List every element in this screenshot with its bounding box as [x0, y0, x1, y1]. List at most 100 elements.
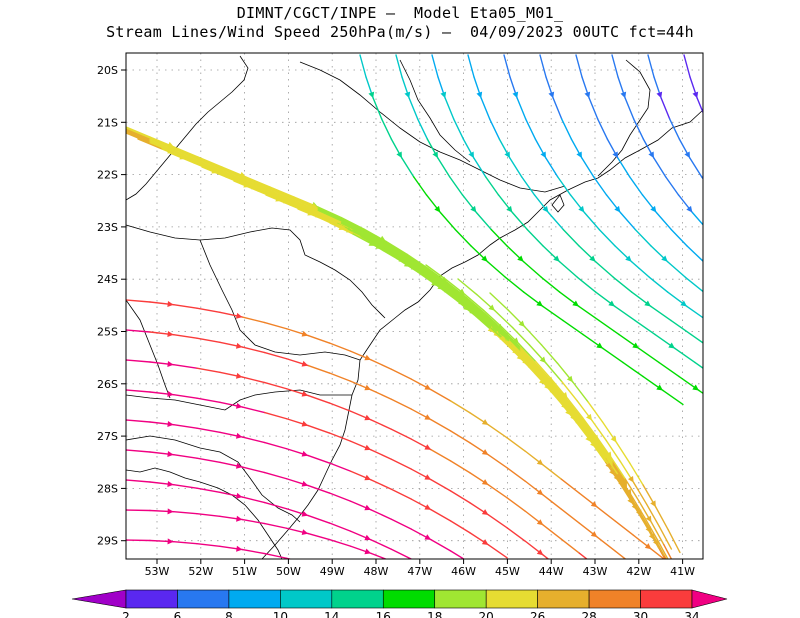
- streamline-segment: [413, 176, 428, 196]
- streamline-segment: [196, 337, 221, 343]
- colorbar-label: 34: [684, 610, 699, 618]
- streamline-arrow: [504, 151, 510, 159]
- streamline-segment: [430, 509, 452, 522]
- streamline-segment: [566, 397, 584, 419]
- streamline-segment: [502, 330, 521, 350]
- streamline-segment: [568, 401, 585, 423]
- streamline-segment: [126, 126, 151, 138]
- streamline-segment: [393, 250, 416, 265]
- streamline-segment: [264, 501, 288, 510]
- streamline-segment: [590, 441, 607, 464]
- streamline-segment: [197, 156, 223, 168]
- streamline-segment: [172, 304, 198, 309]
- streamline-segment: [596, 536, 617, 552]
- streamline-segment: [552, 384, 570, 406]
- streamline-segment: [264, 351, 288, 360]
- streamline-segment: [269, 191, 295, 203]
- streamline-arrow: [481, 539, 489, 545]
- streamline-segment: [464, 304, 485, 322]
- streamline-segment: [340, 220, 365, 234]
- streamline-segment: [698, 389, 703, 395]
- streamline-segment: [552, 382, 570, 403]
- lat-tick-label: 25S: [97, 326, 118, 339]
- streamline-arrow: [434, 205, 441, 213]
- colorbar-box: [280, 589, 333, 609]
- streamline-arrow: [684, 151, 690, 159]
- streamline-segment: [562, 319, 584, 336]
- streamline-segment: [542, 375, 560, 396]
- streamline-arrow: [301, 360, 309, 367]
- colorbar-label: 30: [633, 610, 648, 618]
- streamline-segment: [370, 552, 388, 559]
- streamline-arrow: [364, 504, 372, 511]
- streamline-segment: [686, 305, 703, 319]
- streamline-segment: [566, 408, 584, 430]
- streamline-arrow: [396, 151, 402, 159]
- streamline-segment: [582, 417, 599, 439]
- streamline-arrow: [625, 488, 632, 496]
- streamline-segment: [449, 490, 471, 504]
- chart-title-line2: Stream Lines/Wind Speed 250hPa(m/s) – 04…: [106, 23, 694, 41]
- streamline-arrow: [235, 372, 243, 379]
- streamline-arrow: [487, 326, 495, 333]
- streamline-arrow: [576, 151, 582, 159]
- streamline-segment: [487, 424, 508, 439]
- streamline-arrow: [364, 474, 372, 481]
- streamline-segment: [241, 436, 266, 444]
- streamline-segment: [241, 518, 266, 525]
- streamline-segment: [542, 524, 563, 540]
- streamline-segment: [506, 497, 527, 512]
- streamline-segment: [173, 146, 199, 158]
- streamline-segment: [473, 157, 487, 178]
- streamline-segment: [328, 432, 352, 442]
- streamline-segment: [491, 323, 511, 342]
- streamline-segment: [598, 319, 620, 336]
- streamline-arrow: [424, 504, 432, 510]
- streamline-arrow: [656, 384, 663, 391]
- streamline-segment: [307, 484, 331, 494]
- lat-tick-label: 26S: [97, 378, 118, 391]
- streamline-segment: [328, 538, 352, 547]
- streamline-segment: [694, 361, 703, 369]
- streamline-segment: [269, 192, 295, 204]
- streamline-arrow: [301, 330, 309, 337]
- streamline-segment: [465, 299, 486, 317]
- streamline-segment: [449, 430, 471, 444]
- streamline-segment: [385, 240, 408, 256]
- streamline-arrow: [398, 256, 406, 263]
- streamline-segment: [503, 54, 511, 78]
- streamline-segment: [196, 542, 221, 547]
- streamline-arrow: [661, 255, 668, 262]
- colorbar-low-triangle: [71, 589, 127, 609]
- streamline-arrow: [625, 255, 632, 262]
- lon-tick-label: 51W: [232, 565, 257, 578]
- streamline-segment: [446, 283, 468, 300]
- streamline-segment: [593, 176, 608, 196]
- streamline-segment: [126, 449, 151, 453]
- streamline-arrow: [536, 489, 544, 496]
- streamline-arrow: [235, 432, 243, 439]
- streamline-segment: [197, 159, 223, 172]
- streamline-segment: [526, 228, 544, 247]
- colorbar-label: 18: [427, 610, 442, 618]
- streamline-segment: [524, 326, 543, 346]
- streamline-arrow: [481, 419, 489, 425]
- streamline-segment: [634, 228, 652, 247]
- streamline-segment: [385, 243, 408, 258]
- plot-frame: [125, 52, 704, 560]
- streamline-segment: [508, 340, 528, 360]
- streamline-segment: [656, 538, 669, 559]
- streamline-segment: [493, 331, 513, 351]
- streamline-segment: [632, 503, 647, 527]
- colorbar-box: [434, 589, 487, 609]
- streamline-segment: [647, 54, 655, 78]
- streamline-segment: [630, 494, 646, 518]
- streamline-arrow: [536, 459, 544, 466]
- streamline-segment: [506, 437, 527, 452]
- colorbar-label: 6: [174, 610, 182, 618]
- streamline-arrow: [488, 304, 495, 311]
- streamline-segment: [385, 246, 408, 262]
- streamline-segment: [494, 310, 514, 329]
- streamline-segment: [506, 527, 527, 542]
- streamline-segment: [431, 54, 439, 78]
